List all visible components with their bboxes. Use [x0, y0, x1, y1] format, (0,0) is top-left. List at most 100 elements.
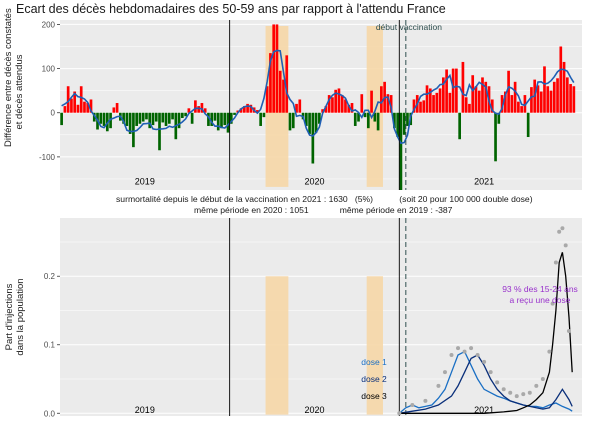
excess-bar [187, 108, 191, 113]
excess-bar [337, 88, 341, 113]
excess-bar [164, 112, 168, 126]
excess-bar [425, 85, 429, 113]
bottom-confinement-band [366, 276, 383, 415]
excess-bar [520, 106, 523, 113]
excess-bar [151, 112, 155, 126]
total-injections-dot [488, 370, 493, 375]
bottom-y-tick-label: 0.2 [44, 272, 56, 281]
excess-bar [376, 112, 380, 131]
excess-bar [318, 112, 321, 124]
excess-bar [177, 112, 181, 129]
excess-bar [190, 112, 194, 124]
excess-bar [422, 100, 426, 113]
excess-bar [484, 81, 488, 113]
excess-bar [210, 112, 214, 126]
excess-bar [239, 108, 243, 113]
series-line-dose-2 [399, 354, 573, 414]
total-injections-dot [514, 394, 519, 399]
excess-bar [497, 112, 501, 124]
excess-bar [203, 108, 207, 113]
excess-bar [242, 106, 246, 113]
excess-bar [435, 92, 439, 113]
excess-bar [89, 99, 93, 113]
total-injections-dot [550, 301, 555, 306]
excess-bar [549, 90, 553, 113]
bottom-year-label: 2021 [474, 405, 494, 415]
excess-bar [471, 75, 475, 113]
bottom-confinement-band [265, 276, 289, 415]
excess-bar [530, 87, 533, 113]
annotation-line1: 93 % des 15-24 ans [502, 284, 578, 294]
total-injections-dot [508, 390, 513, 395]
excess-bar [386, 94, 390, 113]
excess-bar [249, 104, 253, 113]
bottom-year-label: 2020 [304, 405, 324, 415]
excess-bar [363, 112, 367, 118]
excess-bar [92, 112, 96, 122]
excess-bar [559, 46, 563, 113]
smoothed-trend-line [61, 49, 575, 145]
legend-label: dose 3 [361, 391, 387, 401]
excess-bar [428, 88, 432, 113]
excess-bar [141, 112, 145, 122]
excess-bar [556, 78, 559, 113]
excess-bar [517, 101, 520, 113]
total-injections-dot [557, 229, 562, 234]
total-injections-dot [534, 383, 539, 388]
excess-bar [200, 103, 204, 113]
excess-bar [73, 91, 77, 113]
total-injections-dot [410, 403, 415, 408]
top-confinement-band [366, 26, 383, 187]
excess-bar [438, 88, 442, 113]
total-injections-dot [560, 226, 565, 231]
excess-bar [494, 112, 497, 162]
excess-bar [246, 103, 249, 113]
excess-bar [295, 103, 298, 113]
bottom-year-label: 2019 [135, 405, 155, 415]
excess-bar [311, 112, 315, 164]
excess-bar [132, 112, 135, 148]
excess-bar [223, 112, 227, 126]
excess-bar [513, 81, 517, 113]
excess-bar [161, 112, 165, 123]
excess-bar [543, 66, 546, 113]
comparison-note: même période en 2020 : 1051 même période… [194, 205, 453, 215]
excess-bar [448, 92, 452, 113]
excess-bar [102, 112, 106, 126]
excess-bar [135, 112, 139, 126]
excess-bar [393, 112, 396, 129]
total-injections-dot [482, 359, 487, 364]
total-injections-dot [436, 383, 441, 388]
excess-bar [565, 77, 569, 113]
excess-bar [389, 95, 393, 113]
bottom-panel-background [60, 218, 582, 416]
excess-bar [288, 112, 292, 131]
excess-bar [366, 112, 370, 129]
excess-bar [291, 112, 295, 129]
top-y-tick-label: 200 [42, 20, 56, 29]
excess-bar [569, 84, 572, 113]
excess-bar [419, 101, 422, 113]
excess-bar [380, 86, 383, 113]
excess-bar [275, 24, 279, 113]
excess-bar [70, 98, 73, 113]
excess-bar [167, 112, 171, 124]
excess-bar [406, 112, 409, 126]
excess-bar [115, 103, 119, 113]
excess-bar [490, 99, 494, 113]
excess-bar [552, 81, 556, 113]
series-line-dose-1 [398, 350, 573, 414]
top-y-tick-label: 0 [51, 109, 56, 118]
total-injections-dot [566, 329, 571, 334]
excess-bar [285, 55, 289, 113]
excess-bar [461, 61, 465, 113]
excess-bar [546, 86, 550, 113]
excess-summary-note: surmortalité depuis le début de la vacci… [116, 194, 533, 204]
excess-bar [331, 97, 334, 113]
excess-bar [503, 91, 507, 113]
excess-bar [220, 112, 223, 129]
excess-bar [148, 112, 152, 129]
excess-bar [445, 69, 448, 113]
top-year-label: 2019 [135, 177, 155, 187]
